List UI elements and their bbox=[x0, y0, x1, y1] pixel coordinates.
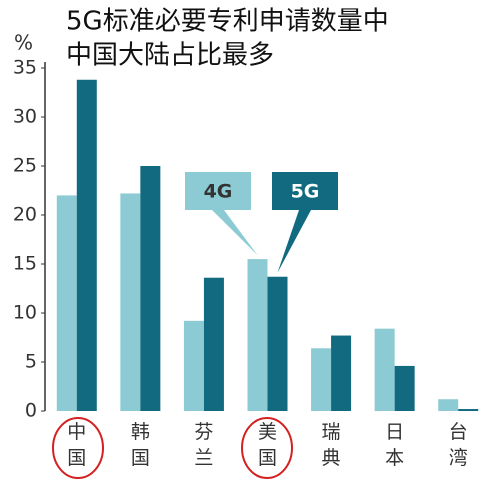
highlight-circle bbox=[52, 417, 104, 479]
bar bbox=[120, 193, 141, 411]
highlight-circle bbox=[241, 417, 293, 479]
x-tick-label: 台湾 bbox=[448, 421, 468, 469]
y-tick-label: 25 bbox=[13, 155, 37, 177]
y-tick-label: 10 bbox=[13, 302, 37, 324]
bar bbox=[183, 320, 204, 411]
x-tick-label: 日本 bbox=[385, 421, 405, 469]
chart-title: 中国大陆占比最多 bbox=[66, 41, 274, 71]
legend-label: 5G bbox=[291, 181, 320, 203]
bar bbox=[331, 335, 352, 411]
x-tick-label: 中国 bbox=[67, 421, 87, 469]
x-tick-label: 瑞典 bbox=[321, 421, 341, 469]
bar bbox=[140, 166, 161, 411]
legend-swatch bbox=[185, 172, 251, 210]
x-tick-label: 芬兰 bbox=[194, 421, 214, 469]
legend-pointer bbox=[212, 210, 258, 256]
y-tick-label: 5 bbox=[25, 351, 37, 373]
bar bbox=[247, 259, 268, 411]
y-tick-label: 35 bbox=[13, 57, 37, 79]
y-tick-label: 30 bbox=[13, 106, 37, 128]
x-tick-label: 美国 bbox=[257, 421, 277, 469]
bar bbox=[394, 365, 415, 411]
bar bbox=[76, 79, 97, 411]
bar bbox=[374, 328, 395, 411]
bar bbox=[267, 276, 288, 411]
y-tick-label: 0 bbox=[25, 400, 37, 422]
legend-pointer bbox=[277, 210, 311, 273]
y-tick-label: 15 bbox=[13, 253, 37, 275]
bar bbox=[203, 277, 224, 411]
bar bbox=[458, 409, 479, 411]
chart-title: 5G标准必要专利申请数量中 bbox=[66, 7, 389, 37]
y-tick-label: 20 bbox=[13, 204, 37, 226]
legend-swatch bbox=[272, 172, 338, 210]
y-axis-label: % bbox=[14, 31, 33, 55]
bar bbox=[56, 195, 77, 411]
bar bbox=[438, 399, 459, 411]
x-tick-label: 韩国 bbox=[130, 421, 150, 469]
legend-label: 4G bbox=[204, 181, 233, 203]
bar bbox=[311, 348, 332, 411]
